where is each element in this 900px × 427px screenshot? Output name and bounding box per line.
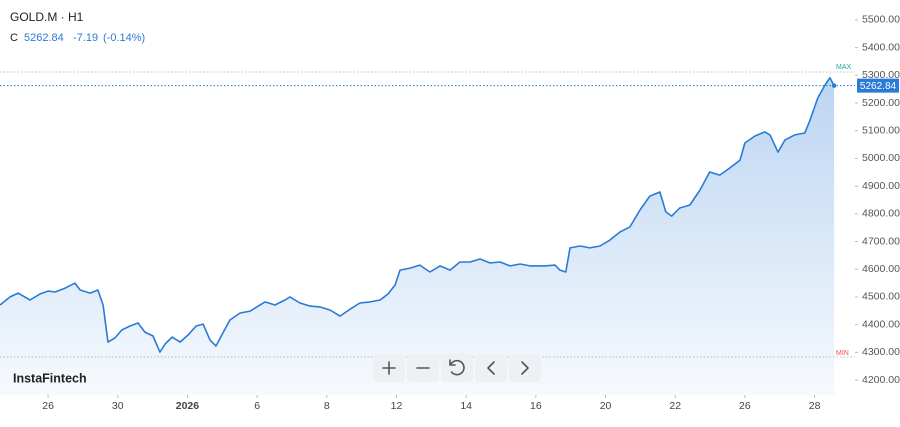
- y-tick-label: 4400.00: [862, 318, 900, 330]
- x-tick-label: 14: [460, 400, 472, 412]
- line: [0, 77, 835, 353]
- min-line-label: MIN: [836, 350, 849, 357]
- x-tick-label: 16: [530, 400, 542, 412]
- change-pct: (-0.14%): [103, 32, 145, 44]
- close: 5262.84: [24, 32, 64, 44]
- x-tick-label: 26: [739, 400, 751, 412]
- x-tick-label: 2026: [176, 400, 200, 412]
- zoom-out-button[interactable]: [407, 354, 439, 382]
- y-tick-label: 4900.00: [862, 180, 900, 192]
- y-tick-label: 5500.00: [862, 14, 900, 26]
- y-tick-label: 4200.00: [862, 374, 900, 386]
- zoom-in-button[interactable]: [373, 354, 405, 382]
- x-tick-label: 6: [254, 400, 260, 412]
- change: -7.19: [73, 32, 98, 44]
- y-tick-label: 4800.00: [862, 208, 900, 220]
- x-tick-label: 8: [324, 400, 330, 412]
- x-tick-label: 12: [391, 400, 403, 412]
- scroll-left-button[interactable]: [475, 354, 507, 382]
- y-tick-label: 5200.00: [862, 97, 900, 109]
- y-tick-label: 5300.00: [862, 69, 900, 81]
- x-tick-label: 20: [600, 400, 612, 412]
- plot: MAX MIN: [0, 64, 855, 396]
- x-tick-label: 22: [669, 400, 681, 412]
- symbol: GOLD.M · H1: [10, 10, 84, 24]
- y-tick-label: 5400.00: [862, 41, 900, 53]
- scroll-right-button[interactable]: [509, 354, 541, 382]
- y-tick-label: 4700.00: [862, 235, 900, 247]
- last-point: [831, 83, 837, 88]
- area: [0, 77, 835, 396]
- y-tick-label: 4500.00: [862, 291, 900, 303]
- last-price-badge: [857, 78, 899, 93]
- y-tick-label: 5100.00: [862, 125, 900, 137]
- last-price-label: 5262.84: [860, 81, 897, 92]
- reset-button[interactable]: [441, 354, 473, 382]
- x-tick-label: 28: [809, 400, 821, 412]
- y-tick-label: 4300.00: [862, 346, 900, 358]
- max-line-label: MAX: [836, 64, 852, 71]
- y-tick-label: 5000.00: [862, 152, 900, 164]
- y-tick-label: 4600.00: [862, 263, 900, 275]
- quote-label: C: [10, 32, 18, 44]
- logo: InstaFintech: [13, 371, 87, 385]
- x-tick-label: 30: [112, 400, 124, 412]
- x-tick-label: 26: [42, 400, 54, 412]
